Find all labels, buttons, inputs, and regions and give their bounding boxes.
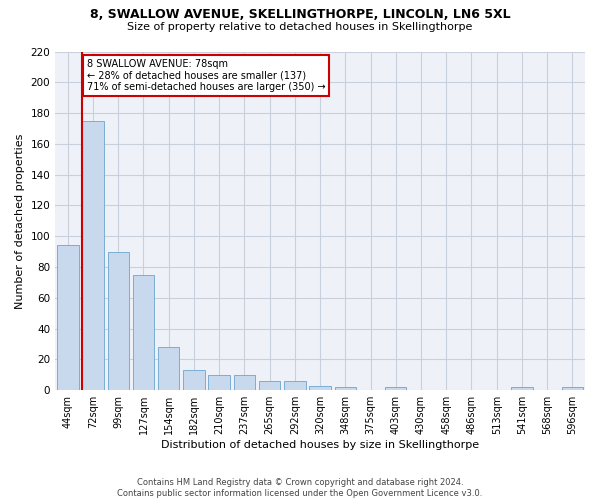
- Text: Contains HM Land Registry data © Crown copyright and database right 2024.
Contai: Contains HM Land Registry data © Crown c…: [118, 478, 482, 498]
- Bar: [183, 370, 205, 390]
- Bar: [82, 121, 104, 390]
- Bar: [310, 386, 331, 390]
- Bar: [158, 347, 179, 390]
- Bar: [107, 252, 129, 390]
- Bar: [284, 381, 305, 390]
- Y-axis label: Number of detached properties: Number of detached properties: [15, 133, 25, 308]
- Bar: [133, 274, 154, 390]
- Text: 8, SWALLOW AVENUE, SKELLINGTHORPE, LINCOLN, LN6 5XL: 8, SWALLOW AVENUE, SKELLINGTHORPE, LINCO…: [89, 8, 511, 20]
- Bar: [208, 375, 230, 390]
- Bar: [259, 381, 280, 390]
- Text: Size of property relative to detached houses in Skellingthorpe: Size of property relative to detached ho…: [127, 22, 473, 32]
- X-axis label: Distribution of detached houses by size in Skellingthorpe: Distribution of detached houses by size …: [161, 440, 479, 450]
- Bar: [385, 387, 406, 390]
- Bar: [335, 387, 356, 390]
- Bar: [57, 246, 79, 390]
- Text: 8 SWALLOW AVENUE: 78sqm
← 28% of detached houses are smaller (137)
71% of semi-d: 8 SWALLOW AVENUE: 78sqm ← 28% of detache…: [87, 59, 325, 92]
- Bar: [562, 387, 583, 390]
- Bar: [233, 375, 255, 390]
- Bar: [511, 387, 533, 390]
